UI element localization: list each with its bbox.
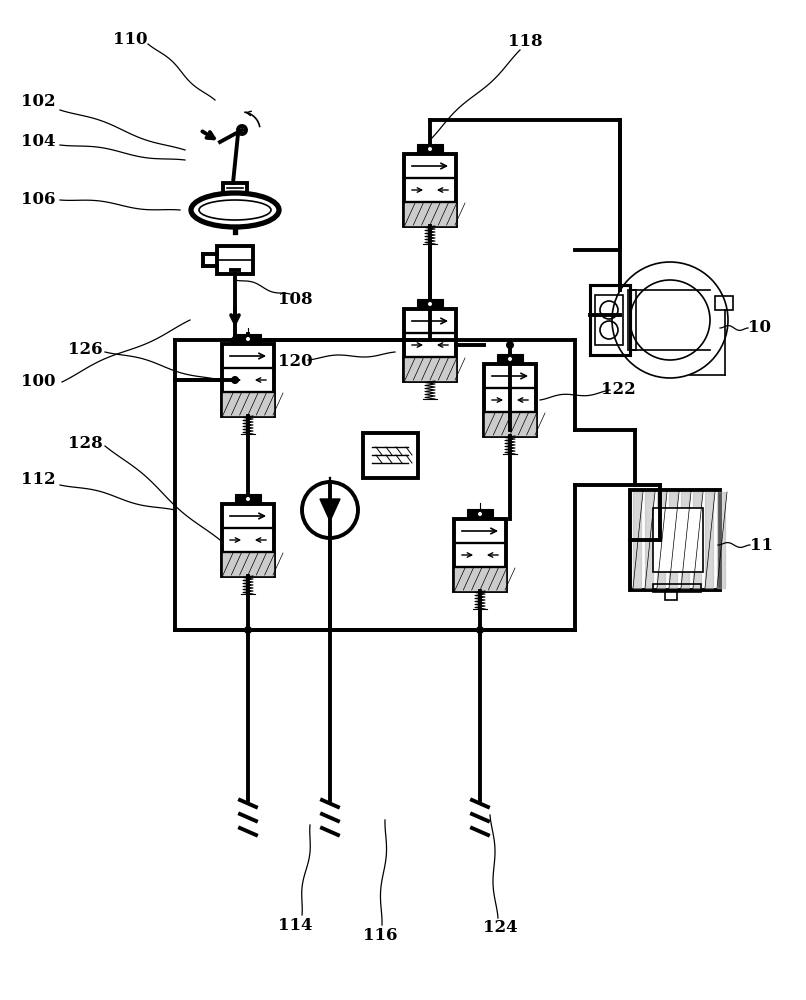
- Polygon shape: [645, 492, 653, 588]
- Circle shape: [246, 496, 251, 502]
- Text: 122: 122: [600, 381, 635, 398]
- Polygon shape: [223, 393, 273, 415]
- Text: 126: 126: [68, 342, 102, 359]
- Text: 128: 128: [68, 436, 102, 452]
- Text: 120: 120: [278, 354, 312, 370]
- Polygon shape: [320, 499, 340, 521]
- Bar: [222, 344, 274, 416]
- Circle shape: [246, 336, 251, 342]
- Circle shape: [427, 146, 433, 151]
- Bar: [595, 295, 623, 345]
- Text: 112: 112: [21, 472, 56, 488]
- Circle shape: [506, 341, 514, 349]
- Polygon shape: [633, 492, 641, 588]
- Polygon shape: [693, 492, 701, 588]
- Bar: [404, 309, 456, 381]
- Bar: [235, 494, 261, 504]
- Bar: [417, 299, 443, 309]
- Polygon shape: [669, 492, 677, 588]
- Bar: [497, 354, 523, 364]
- Bar: [590, 285, 630, 355]
- Polygon shape: [223, 553, 273, 575]
- Text: 102: 102: [21, 94, 56, 110]
- Circle shape: [476, 626, 484, 634]
- Circle shape: [244, 626, 252, 634]
- Text: 118: 118: [508, 33, 542, 50]
- Polygon shape: [455, 568, 505, 590]
- Text: 104: 104: [21, 133, 56, 150]
- Bar: [665, 590, 677, 600]
- Polygon shape: [405, 203, 455, 225]
- Text: 116: 116: [363, 926, 397, 944]
- Bar: [417, 144, 443, 154]
- Bar: [363, 432, 418, 478]
- Circle shape: [477, 512, 483, 516]
- Text: 10: 10: [749, 320, 771, 336]
- Bar: [223, 183, 247, 193]
- Bar: [467, 509, 493, 519]
- Polygon shape: [705, 492, 713, 588]
- Text: 124: 124: [483, 920, 517, 936]
- Bar: [628, 290, 636, 350]
- Bar: [484, 364, 536, 436]
- Circle shape: [231, 336, 239, 344]
- Bar: [454, 519, 506, 591]
- Text: 114: 114: [278, 916, 312, 934]
- Text: 100: 100: [21, 373, 56, 390]
- Bar: [630, 490, 720, 590]
- Bar: [404, 154, 456, 226]
- Bar: [235, 334, 261, 344]
- Bar: [715, 296, 733, 310]
- Polygon shape: [657, 492, 665, 588]
- Circle shape: [231, 376, 239, 384]
- Text: 110: 110: [113, 31, 147, 48]
- Bar: [653, 584, 701, 592]
- Circle shape: [508, 357, 513, 361]
- Circle shape: [427, 302, 433, 306]
- Bar: [653, 508, 703, 572]
- Polygon shape: [405, 358, 455, 380]
- Text: 106: 106: [21, 192, 56, 209]
- Polygon shape: [717, 492, 725, 588]
- Polygon shape: [485, 413, 535, 435]
- Polygon shape: [681, 492, 689, 588]
- Text: 11: 11: [750, 536, 774, 554]
- Bar: [222, 504, 274, 576]
- Text: 108: 108: [278, 292, 312, 308]
- Bar: [217, 246, 253, 274]
